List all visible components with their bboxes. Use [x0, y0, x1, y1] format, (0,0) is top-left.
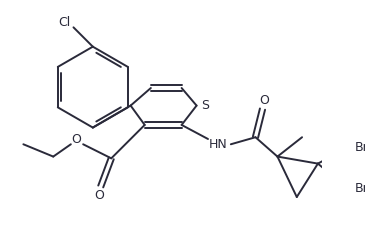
Text: O: O [259, 94, 269, 107]
Text: S: S [201, 99, 210, 112]
Text: O: O [94, 189, 104, 202]
Text: O: O [71, 133, 81, 146]
Text: HN: HN [209, 138, 228, 151]
Text: Cl: Cl [58, 15, 71, 29]
Text: Br: Br [355, 141, 365, 154]
Text: Br: Br [355, 182, 365, 195]
